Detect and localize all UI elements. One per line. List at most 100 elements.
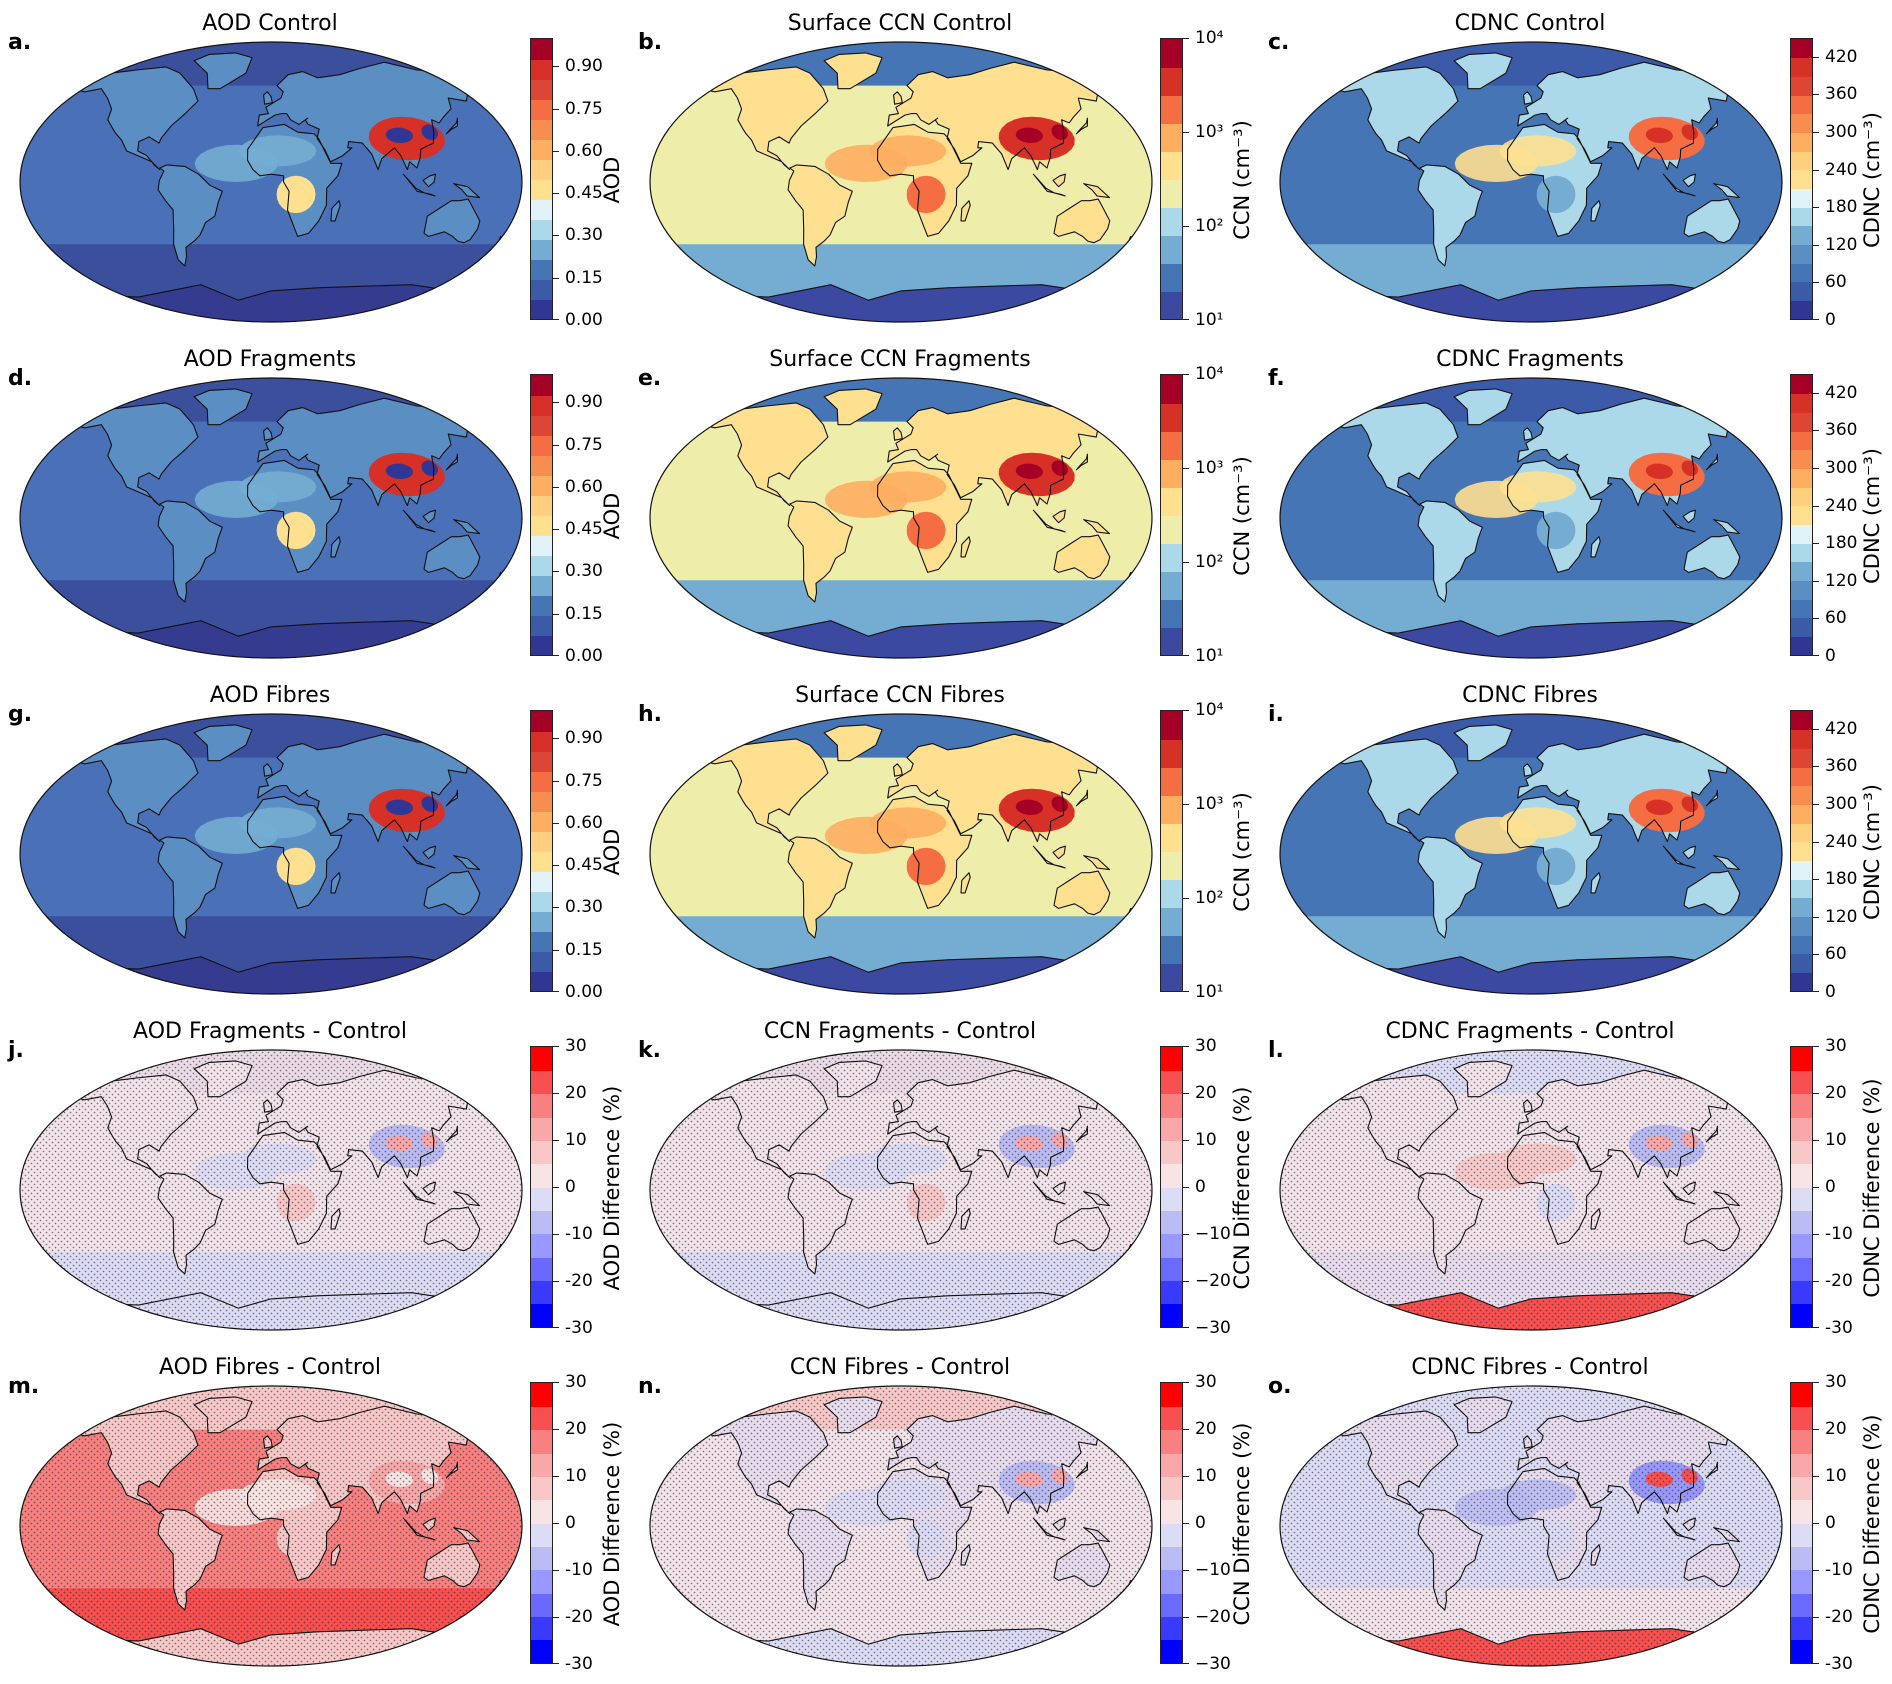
colorbar-segment xyxy=(531,1546,552,1571)
colorbar-segment xyxy=(1791,1303,1812,1327)
colorbar-tick xyxy=(1813,1382,1819,1383)
colorbar-segment xyxy=(1161,1593,1182,1617)
colorbar-segment xyxy=(1161,1210,1182,1235)
colorbar-label: CDNC (cm⁻³) xyxy=(1860,112,1884,248)
colorbar-tick xyxy=(1183,710,1189,711)
colorbar-segment xyxy=(1161,795,1182,824)
colorbar-tick xyxy=(553,738,559,740)
colorbar-tick xyxy=(1183,1570,1189,1571)
panel-letter: l. xyxy=(1268,1038,1284,1063)
colorbar-segment xyxy=(1791,1140,1812,1165)
colorbar-segment xyxy=(1791,580,1812,600)
colorbar xyxy=(530,1046,553,1328)
colorbar-segment xyxy=(1791,76,1812,96)
colorbar xyxy=(1790,374,1813,656)
colorbar-segment xyxy=(1161,1257,1182,1281)
colorbar-segment xyxy=(1161,1233,1182,1258)
colorbar-label: AOD xyxy=(600,492,624,540)
colorbar-tick-label: -20 xyxy=(565,1271,593,1291)
colorbar-segment xyxy=(1161,67,1182,96)
colorbar-segment xyxy=(1161,123,1182,152)
colorbar-tick xyxy=(1183,226,1189,227)
colorbar-tick xyxy=(553,1234,559,1235)
colorbar-segment xyxy=(531,515,552,536)
world-map xyxy=(649,377,1153,659)
colorbar-tick-label: -30 xyxy=(1825,1654,1853,1674)
colorbar-segment xyxy=(1791,412,1812,432)
panel-title: CDNC Control xyxy=(1454,11,1606,36)
colorbar-tick-label: 0.60 xyxy=(565,476,603,497)
colorbar-tick-label: 0 xyxy=(1825,310,1836,330)
colorbar-segment xyxy=(531,1093,552,1118)
colorbar-segment xyxy=(1161,1140,1182,1165)
colorbar-tick xyxy=(1813,56,1819,58)
colorbar-segment xyxy=(1791,823,1812,843)
colorbar-segment xyxy=(1791,113,1812,133)
colorbar-tick xyxy=(1813,580,1819,582)
world-map xyxy=(19,1049,523,1331)
colorbar-tick xyxy=(1813,1093,1819,1094)
colorbar-label: CDNC (cm⁻³) xyxy=(1860,448,1884,584)
colorbar-tick xyxy=(1813,282,1819,284)
colorbar-segment xyxy=(1791,916,1812,936)
colorbar-segment xyxy=(531,1453,552,1477)
colorbar-segment xyxy=(531,851,552,872)
colorbar-tick-label: 0 xyxy=(1195,1177,1206,1197)
colorbar-tick-label: 60 xyxy=(1825,608,1847,629)
colorbar-tick xyxy=(553,571,559,573)
colorbar-tick-label: −10 xyxy=(1195,1224,1231,1244)
colorbar-label: CCN (cm⁻³) xyxy=(1230,792,1254,912)
colorbar-tick xyxy=(1183,319,1189,320)
colorbar-tick-label: 60 xyxy=(1825,272,1847,293)
colorbar-tick xyxy=(1183,1523,1189,1524)
colorbar-segment xyxy=(1791,748,1812,768)
world-map xyxy=(1279,41,1783,323)
colorbar-label: AOD Difference (%) xyxy=(600,1085,624,1291)
colorbar-segment xyxy=(531,455,552,476)
colorbar-segment xyxy=(531,731,552,752)
colorbar-tick-label: 0.75 xyxy=(565,98,603,119)
world-map xyxy=(1279,713,1783,995)
map-panel: Surface CCN Fragments e. 10¹ 10² 10³ 10⁴ CCN (… xyxy=(630,346,1254,676)
colorbar-tick-label: 0.00 xyxy=(565,310,603,330)
colorbar-segment xyxy=(1791,1070,1812,1095)
colorbar-segment xyxy=(1161,1406,1182,1431)
colorbar-segment xyxy=(1791,57,1812,77)
colorbar-segment xyxy=(1161,1476,1182,1501)
colorbar-tick-label: 120 xyxy=(1825,906,1858,927)
colorbar-segment xyxy=(1791,281,1812,301)
colorbar-segment xyxy=(1791,431,1812,451)
panel-title: AOD Fragments - Control xyxy=(133,1019,407,1044)
colorbar-segment xyxy=(531,415,552,436)
colorbar-tick-label: 420 xyxy=(1825,46,1858,67)
colorbar-segment xyxy=(1791,505,1812,525)
colorbar-tick xyxy=(1813,766,1819,768)
colorbar-segment xyxy=(531,1523,552,1547)
colorbar-label: CCN Difference (%) xyxy=(1230,1422,1254,1626)
colorbar-tick xyxy=(1183,898,1189,899)
colorbar-segment xyxy=(1791,1453,1812,1477)
colorbar-segment xyxy=(1791,953,1812,973)
colorbar-tick xyxy=(553,865,559,867)
colorbar-segment xyxy=(1161,235,1182,264)
colorbar-segment xyxy=(1791,617,1812,637)
colorbar-segment xyxy=(1161,1117,1182,1141)
colorbar-tick xyxy=(1183,1093,1189,1094)
colorbar-segment xyxy=(531,59,552,80)
colorbar-label: AOD xyxy=(600,156,624,204)
colorbar-tick xyxy=(553,822,559,824)
colorbar-segment xyxy=(1161,207,1182,236)
colorbar-segment xyxy=(531,435,552,456)
colorbar-segment xyxy=(1161,1499,1182,1524)
colorbar-segment xyxy=(1161,459,1182,488)
colorbar-segment xyxy=(1161,39,1182,68)
colorbar-segment xyxy=(531,615,552,636)
colorbar-tick xyxy=(1813,991,1819,992)
colorbar xyxy=(530,1382,553,1664)
panel-letter: i. xyxy=(1268,702,1284,727)
panel-title: AOD Fibres xyxy=(209,683,331,708)
colorbar-tick xyxy=(553,907,559,909)
colorbar-tick-label: 30 xyxy=(565,1372,587,1392)
colorbar-segment xyxy=(1791,188,1812,208)
colorbar-tick xyxy=(1813,430,1819,432)
